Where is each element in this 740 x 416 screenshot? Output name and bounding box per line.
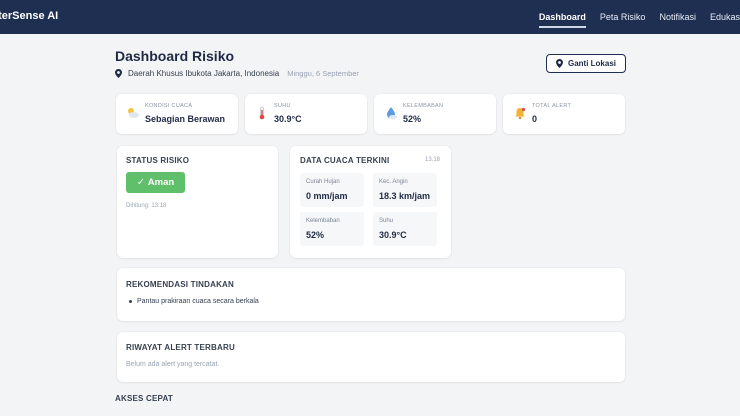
brand-logo-text[interactable]: sterSense AI — [0, 10, 59, 22]
metric-value: 0 mm/jam — [306, 191, 348, 201]
quick-access-title: AKSES CEPAT — [115, 394, 173, 403]
current-date: Minggu, 6 September — [287, 69, 359, 78]
metric-label: Kelembaban — [306, 218, 340, 224]
recommendations-card: REKOMENDASI TINDAKAN Pantau prakiraan cu… — [117, 268, 625, 321]
metric-label: Suhu — [379, 218, 394, 224]
stat-value: 0 — [532, 114, 538, 124]
check-icon: ✓ — [136, 177, 145, 188]
metric-value: 18.3 km/jam — [379, 191, 431, 201]
bullet-icon — [129, 300, 132, 303]
location-pin-icon — [115, 69, 122, 78]
location-row: Daerah Khusus Ibukota Jakarta, Indonesia… — [115, 69, 359, 78]
page-title: Dashboard Risiko — [115, 48, 235, 64]
stat-label: SUHU — [274, 103, 291, 109]
bell-icon — [513, 106, 527, 120]
list-item: Pantau prakiraan cuaca secara berkala — [129, 298, 259, 305]
alert-history-empty: Belum ada alert yang tercatat. — [126, 361, 220, 368]
top-navbar: sterSense AI Dashboard Peta Risiko Notif… — [0, 0, 740, 34]
nav-edukasi[interactable]: Edukasi — [709, 12, 740, 22]
stat-value: 30.9°C — [274, 114, 302, 124]
status-badge: ✓ Aman — [126, 172, 185, 193]
stat-value: Sebagian Berawan — [145, 114, 226, 124]
recommendation-text: Pantau prakiraan cuaca secara berkala — [137, 298, 259, 305]
metric-value: 30.9°C — [379, 230, 407, 240]
weather-metric-humidity: Kelembaban 52% — [300, 212, 364, 246]
stat-card-humidity: KELEMBABAN 52% — [374, 94, 496, 134]
stat-label: TOTAL ALERT — [532, 103, 572, 109]
stat-card-total-alert: TOTAL ALERT 0 — [503, 94, 625, 134]
weather-metric-wind-speed: Kec. Angin 18.3 km/jam — [373, 173, 437, 207]
main-nav: Dashboard Peta Risiko Notifikasi Edukasi — [538, 0, 740, 34]
stat-card-temperature: SUHU 30.9°C — [245, 94, 367, 134]
status-badge-label: Aman — [147, 177, 175, 188]
risk-status-title: STATUS RISIKO — [126, 156, 190, 165]
stat-value: 52% — [403, 114, 422, 124]
metric-value: 52% — [306, 230, 325, 240]
computed-time: Dihitung: 13.18 — [126, 203, 167, 209]
stat-label: KONDISI CUACA — [145, 103, 193, 109]
stat-card-weather-condition: KONDISI CUACA Sebagian Berawan — [116, 94, 238, 134]
change-location-label: Ganti Lokasi — [567, 59, 616, 68]
stat-label: KELEMBABAN — [403, 103, 444, 109]
metric-label: Curah Hujan — [306, 179, 340, 185]
recommendations-title: REKOMENDASI TINDAKAN — [126, 280, 234, 289]
metric-label: Kec. Angin — [379, 179, 408, 185]
risk-status-card: STATUS RISIKO ✓ Aman Dihitung: 13.18 — [117, 146, 278, 258]
thermometer-icon — [255, 106, 269, 120]
change-location-button[interactable]: Ganti Lokasi — [546, 54, 626, 73]
partly-cloudy-icon — [126, 106, 140, 120]
current-weather-title: DATA CUACA TERKINI — [300, 156, 390, 165]
location-pin-icon — [556, 59, 563, 68]
weather-metric-rainfall: Curah Hujan 0 mm/jam — [300, 173, 364, 207]
nav-dashboard[interactable]: Dashboard — [538, 8, 586, 28]
current-weather-card: DATA CUACA TERKINI 13.18 Curah Hujan 0 m… — [290, 146, 451, 258]
weather-metric-temperature: Suhu 30.9°C — [373, 212, 437, 246]
alert-history-card: RIWAYAT ALERT TERBARU Belum ada alert ya… — [117, 332, 625, 382]
location-text: Daerah Khusus Ibukota Jakarta, Indonesia — [128, 69, 280, 78]
weather-updated-time: 13.18 — [424, 157, 440, 163]
alert-history-title: RIWAYAT ALERT TERBARU — [126, 343, 235, 352]
humidity-icon — [384, 106, 398, 120]
nav-notifikasi[interactable]: Notifikasi — [659, 12, 696, 22]
nav-peta-risiko[interactable]: Peta Risiko — [599, 12, 646, 22]
